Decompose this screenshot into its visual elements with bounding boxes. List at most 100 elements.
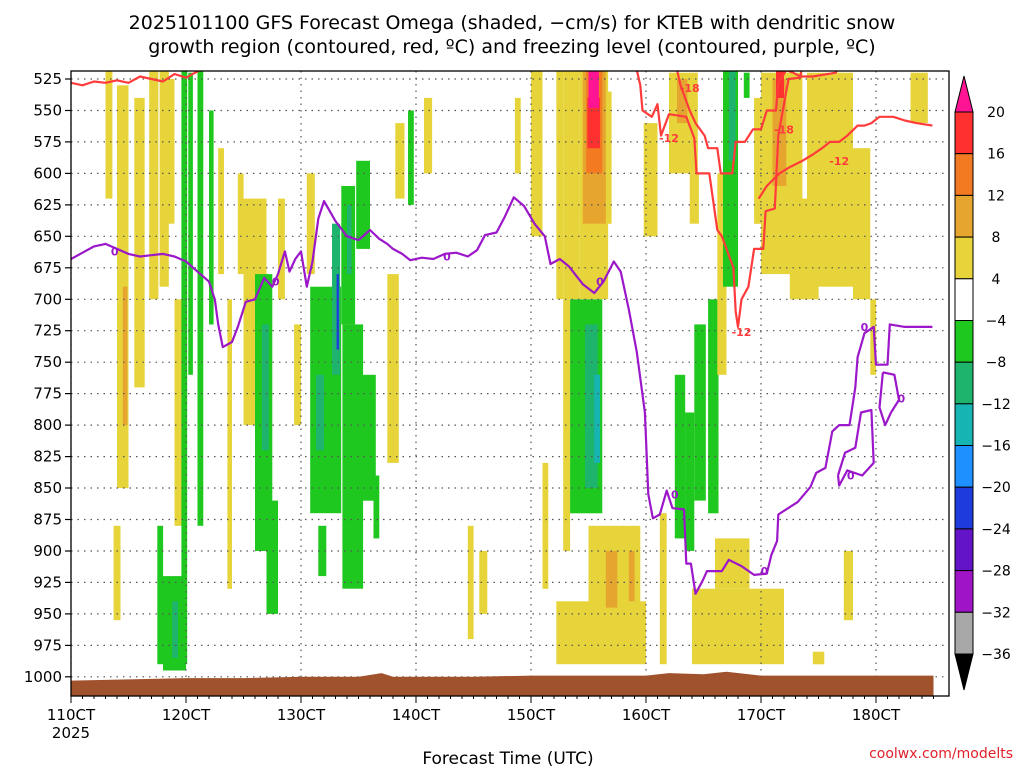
omega-cell [408,110,414,205]
colorbar-label: −4 [986,314,1007,330]
omega-cell [122,286,128,426]
x-tick-label: 110CT [47,706,96,724]
colorbar-label: −20 [981,480,1011,496]
omega-cell [188,72,193,375]
omega-cell [910,72,928,123]
dgz-contour-label: -18 [680,82,700,95]
freezing-level-label: 0 [761,565,769,578]
colorbar-label: 12 [987,188,1005,204]
omega-cell [467,525,474,640]
omega-cell [218,148,224,275]
omega-cell [556,601,646,665]
omega-cell [542,462,549,589]
x-axis: 110CT 120CT 130CT 140CT 150CT 160CT 170CT 180CT… [47,696,934,742]
colorbar-label: −28 [981,564,1011,580]
omega-cell [677,79,688,124]
colorbar-band [954,153,974,196]
x-tick-label: 150CT [507,706,556,724]
omega-cell [853,148,871,300]
omega-cell [563,299,571,551]
omega-cell [870,299,877,375]
dendritic-growth-contours: -18 -12 -18 -12 -12 [71,71,933,339]
colorbar-band [954,486,974,530]
colorbar-label: 20 [987,105,1005,121]
y-tick-label: 925 [33,573,62,591]
omega-cell [728,71,736,161]
omega-cell [174,299,184,526]
omega-cell [159,71,169,287]
omega-cell [717,173,727,375]
dgz-contour-label: -18 [774,123,794,136]
x-axis-label: Forecast Time (UTC) [422,749,593,768]
omega-cell [237,173,244,275]
omega-cell [342,324,364,589]
omega-shading [105,71,928,671]
x-tick-label: 130CT [277,706,326,724]
omega-cell [659,513,667,665]
colorbar-label: −32 [981,605,1011,621]
omega-cell [605,551,618,608]
y-tick-label: 800 [33,416,62,434]
colorbar-label: −12 [981,397,1011,413]
omega-cell [685,412,695,551]
omega-cell [479,551,488,614]
omega-cell [514,97,521,174]
omega-cell [197,71,204,526]
omega-cell [531,71,543,237]
y-tick-label: 700 [33,290,62,308]
dgz-contour-label: -12 [829,155,849,168]
omega-cell [689,173,699,224]
omega-cell [594,374,601,463]
freezing-level-line [71,196,933,595]
freezing-level-label: 0 [443,251,451,264]
freezing-level-label: 0 [861,321,869,334]
colorbar-band [954,361,974,405]
colorbar-top-arrow [954,75,974,113]
omega-cell [643,123,658,237]
x-tick-label: 120CT [162,706,211,724]
omega-cell [692,588,784,665]
x-tick-label: 160CT [622,706,671,724]
omega-cell [708,299,719,514]
colorbar: 20 16 12 8 4 −4 −8 −12 −16 −20 −24 −28 −32 −36 [954,75,1011,691]
terrain [71,671,934,696]
omega-cell [316,374,324,451]
colorbar-band [954,278,974,321]
y-tick-label: 550 [33,102,62,120]
omega-cell [306,173,315,275]
omega-cell [149,71,159,300]
y-tick-label: 950 [33,605,62,623]
colorbar-band [954,194,974,238]
y-tick-label: 625 [33,196,62,214]
y-tick-label: 600 [33,164,62,182]
omega-cell [674,374,686,539]
omega-cell [628,551,635,602]
dgz-contour-line [71,71,203,87]
omega-cell [134,97,145,388]
chart-title-line-2: growth region (contoured, red, ºC) and f… [148,36,875,58]
colorbar-band [954,528,974,572]
y-tick-label: 675 [33,259,62,277]
omega-cell [715,538,750,589]
colorbar-band [954,236,974,280]
y-tick-label: 1000 [24,668,62,686]
chart-title-line-1: 2025101100 GFS Forecast Omega (shaded, −… [129,12,896,34]
omega-cell [563,71,580,300]
plot-frame [70,70,950,697]
omega-cell [373,475,380,539]
y-tick-label: 900 [33,542,62,560]
omega-cell [266,500,278,614]
colorbar-label: −8 [986,355,1007,371]
omega-cell [181,71,188,665]
dgz-contour-line [757,115,933,200]
dgz-contour-label: -12 [732,326,752,339]
y-tick-label: 650 [33,227,62,245]
omega-cell [812,651,825,665]
omega-cell [165,79,175,224]
y-tick-label: 825 [33,448,62,466]
dgz-contour-label: -12 [659,132,679,145]
omega-cell [336,274,339,350]
dgz-contour-line [635,71,803,328]
freezing-level-label: 0 [111,245,119,258]
